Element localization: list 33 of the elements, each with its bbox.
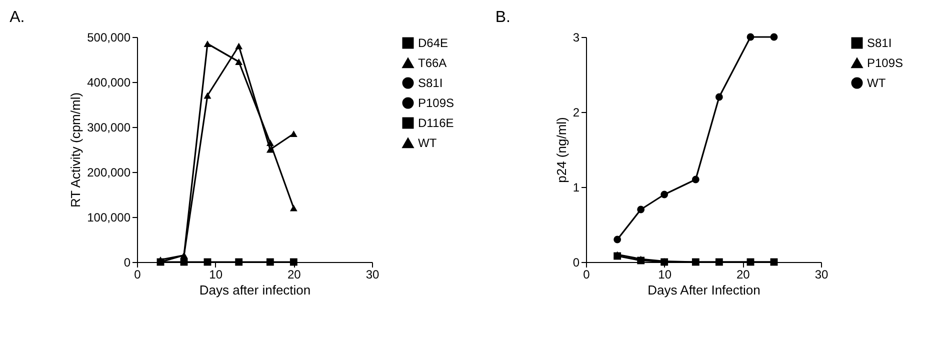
x-tick-label: 10 — [658, 268, 672, 282]
x-tick-label: 10 — [209, 268, 223, 282]
legend-label: T66A — [418, 56, 447, 70]
y-axis-title: RT Activity (cpm/ml) — [68, 92, 84, 208]
x-axis-title: Days After Infection — [648, 282, 760, 298]
x-tick-label: 0 — [583, 268, 590, 282]
y-tick-label: 0 — [124, 256, 131, 270]
y-tick-label: 1 — [572, 180, 580, 194]
legend-label: WT — [418, 136, 438, 150]
legend-label: P109S — [867, 56, 904, 70]
legend-label: S81I — [418, 76, 443, 90]
y-tick-label: 3 — [572, 30, 580, 44]
legend-label: WT — [867, 76, 886, 90]
x-tick-label: 0 — [134, 268, 142, 282]
legend-label: P109S — [418, 96, 454, 110]
legend-label: D64E — [418, 36, 448, 50]
y-tick-label: 300,000 — [87, 120, 131, 134]
x-tick-label: 30 — [366, 268, 380, 282]
y-tick-label: 2 — [572, 106, 580, 120]
chart-title: B. — [495, 9, 510, 26]
y-tick-label: 0 — [572, 256, 580, 270]
x-tick-label: 20 — [736, 268, 750, 282]
y-tick-label: 500,000 — [87, 30, 131, 44]
y-tick-label: 400,000 — [87, 76, 131, 90]
legend-label: D116E — [418, 116, 454, 130]
y-axis-title: p24 (ng/ml) — [554, 117, 569, 183]
x-tick-label: 20 — [287, 268, 302, 282]
y-tick-label: 100,000 — [87, 210, 131, 224]
y-tick-label: 200,000 — [87, 166, 131, 180]
chart-title: A. — [10, 9, 25, 26]
legend-label: S81I — [867, 36, 892, 50]
x-tick-label: 30 — [814, 268, 828, 282]
x-axis-title: Days after infection — [199, 282, 311, 298]
